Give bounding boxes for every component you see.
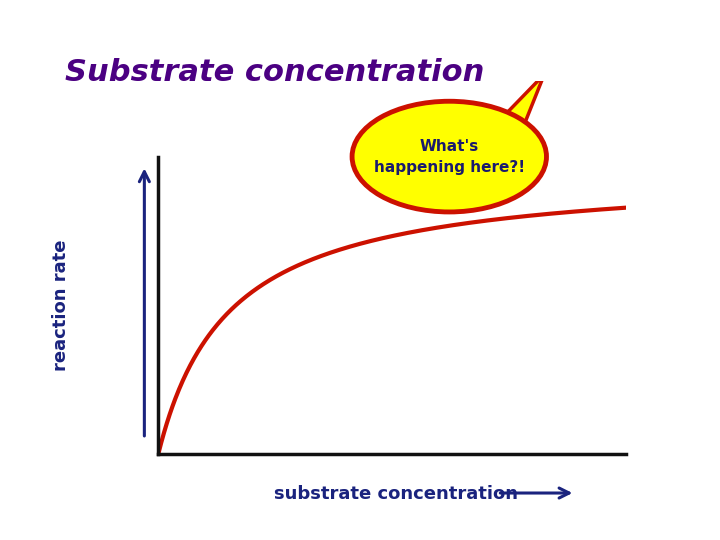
Text: reaction rate: reaction rate	[53, 239, 71, 371]
Text: substrate concentration: substrate concentration	[274, 485, 518, 503]
Text: Substrate concentration: Substrate concentration	[65, 58, 484, 87]
Ellipse shape	[352, 102, 546, 212]
Text: What's
happening here?!: What's happening here?!	[374, 139, 525, 174]
Polygon shape	[501, 74, 544, 128]
